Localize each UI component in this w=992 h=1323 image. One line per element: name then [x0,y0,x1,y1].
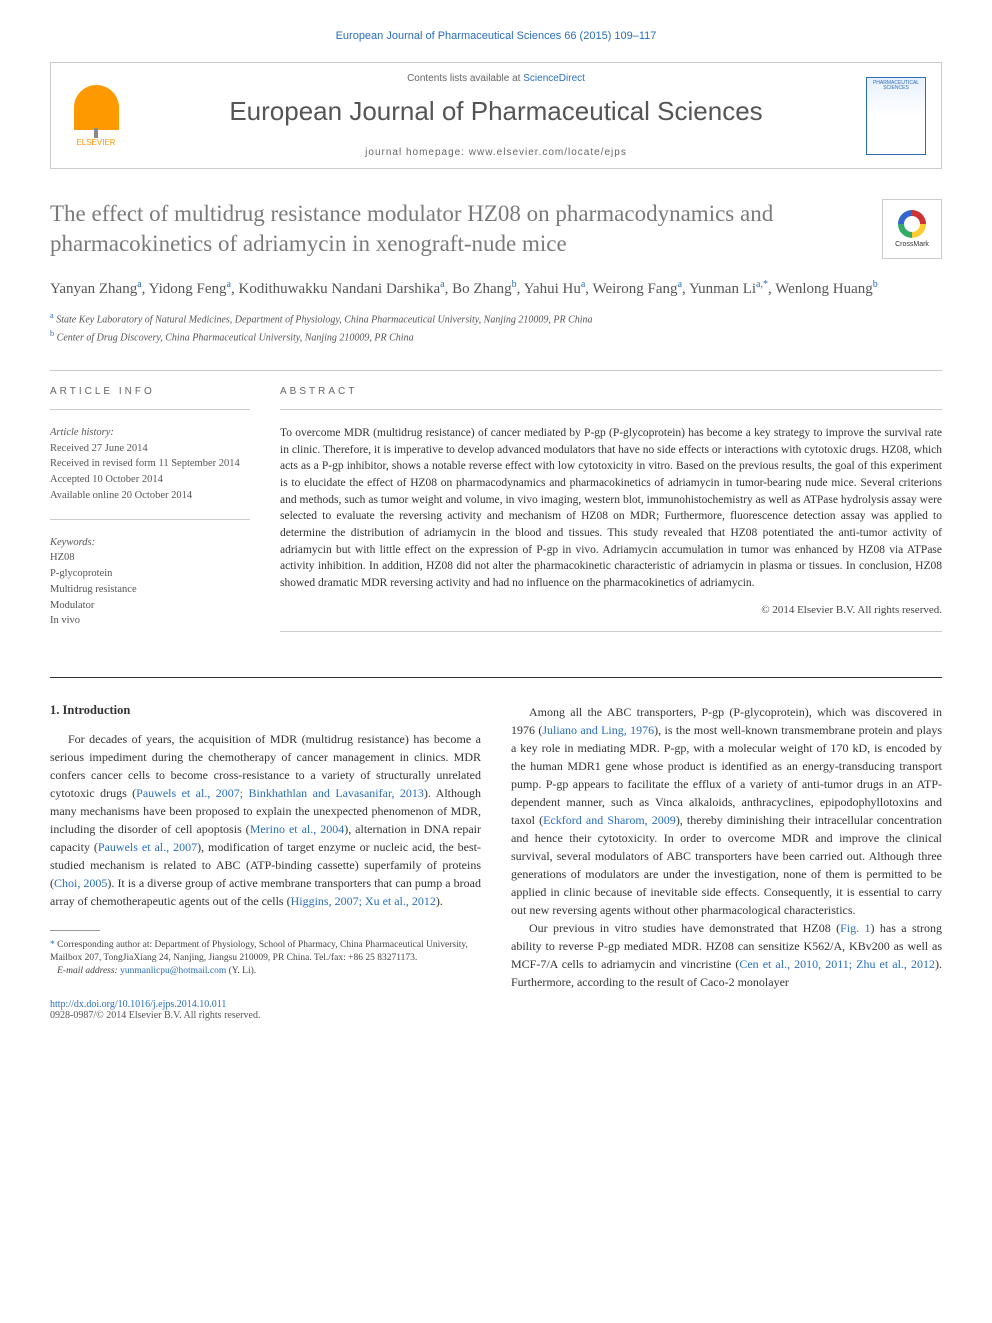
section-divider [50,677,942,678]
ref-link[interactable]: Merino et al., 2004 [250,822,345,836]
authors-list: Yanyan Zhanga, Yidong Fenga, Kodithuwakk… [50,277,942,301]
abstract-copyright: © 2014 Elsevier B.V. All rights reserved… [280,604,942,616]
citation-link[interactable]: European Journal of Pharmaceutical Scien… [336,30,657,42]
ref-link[interactable]: Cen et al., 2010, 2011; Zhu et al., 2012 [739,957,935,971]
ref-link[interactable]: Higgins, 2007; Xu et al., 2012 [291,894,436,908]
sciencedirect-link[interactable]: ScienceDirect [523,73,585,84]
journal-name: European Journal of Pharmaceutical Scien… [141,96,851,127]
ref-link[interactable]: Pauwels et al., 2007 [98,840,197,854]
ref-link[interactable]: Juliano and Ling, 1976 [542,723,654,737]
history-item: Received 27 June 2014 [50,441,250,457]
body-column-right: Among all the ABC transporters, P-gp (P-… [511,703,942,1021]
keywords-label: Keywords: [50,535,250,551]
crossmark-badge[interactable]: CrossMark [882,199,942,259]
article-info-column: ARTICLE INFO Article history: Received 2… [50,386,250,647]
ref-link[interactable]: Choi, 2005 [54,876,107,890]
elsevier-tree-icon [74,85,119,130]
keyword-item: P-glycoprotein [50,566,250,582]
history-label: Article history: [50,425,250,441]
ref-link[interactable]: Eckford and Sharom, 2009 [543,813,676,827]
journal-homepage: journal homepage: www.elsevier.com/locat… [141,147,851,158]
homepage-url[interactable]: www.elsevier.com/locate/ejps [469,147,627,158]
keyword-item: In vivo [50,613,250,629]
contents-list-line: Contents lists available at ScienceDirec… [141,73,851,84]
abstract-heading: ABSTRACT [280,386,942,397]
cover-thumb-title: PHARMACEUTICAL SCIENCES [870,81,922,92]
intro-paragraph-2: Among all the ABC transporters, P-gp (P-… [511,703,942,991]
doi-link[interactable]: http://dx.doi.org/10.1016/j.ejps.2014.10… [50,999,226,1010]
article-info-heading: ARTICLE INFO [50,386,250,397]
section-1-heading: 1. Introduction [50,703,481,718]
article-title: The effect of multidrug resistance modul… [50,199,830,259]
abstract-column: ABSTRACT To overcome MDR (multidrug resi… [280,386,942,647]
article-history: Article history: Received 27 June 2014Re… [50,425,250,504]
corresponding-author-footnote: * Corresponding author at: Department of… [50,939,481,979]
history-item: Available online 20 October 2014 [50,488,250,504]
body-columns: 1. Introduction For decades of years, th… [50,703,942,1021]
divider [50,370,942,371]
running-header: European Journal of Pharmaceutical Scien… [50,30,942,42]
crossmark-icon [898,210,926,238]
keyword-item: Modulator [50,598,250,614]
keywords-block: Keywords: HZ08P-glycoproteinMultidrug re… [50,535,250,630]
doi-block: http://dx.doi.org/10.1016/j.ejps.2014.10… [50,999,481,1021]
keyword-item: HZ08 [50,550,250,566]
body-column-left: 1. Introduction For decades of years, th… [50,703,481,1021]
intro-paragraph-1: For decades of years, the acquisition of… [50,730,481,910]
issn-copyright: 0928-0987/© 2014 Elsevier B.V. All right… [50,1010,260,1021]
journal-masthead: ELSEVIER Contents lists available at Sci… [50,62,942,169]
ref-link[interactable]: Pauwels et al., 2007; Binkhathlan and La… [136,786,424,800]
journal-cover-thumbnail[interactable]: PHARMACEUTICAL SCIENCES [866,77,926,155]
abstract-text: To overcome MDR (multidrug resistance) o… [280,425,942,592]
history-item: Received in revised form 11 September 20… [50,456,250,472]
elsevier-logo[interactable]: ELSEVIER [66,81,126,151]
figure-link[interactable]: Fig. 1 [840,921,870,935]
keyword-item: Multidrug resistance [50,582,250,598]
email-link[interactable]: yunmanlicpu@hotmail.com [120,966,226,976]
crossmark-label: CrossMark [895,241,929,248]
affiliations: a State Key Laboratory of Natural Medici… [50,310,942,345]
history-item: Accepted 10 October 2014 [50,472,250,488]
elsevier-label: ELSEVIER [76,138,115,147]
footnote-separator [50,930,100,931]
